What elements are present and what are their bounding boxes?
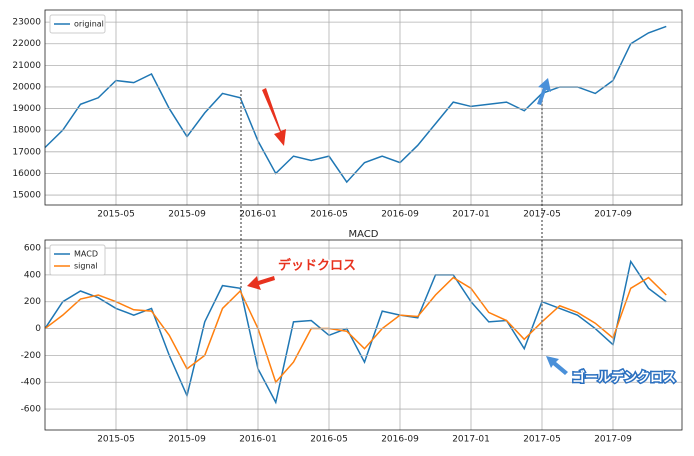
axes-frame — [44, 239, 683, 431]
x-tick-label: 2017-05 — [523, 210, 561, 220]
arrow — [262, 88, 286, 146]
y-tick-label: 23000 — [12, 18, 41, 28]
y-tick-label: -600 — [21, 405, 42, 415]
y-tick-label: 400 — [24, 270, 41, 280]
annotation: デッドクロス — [278, 258, 356, 274]
x-tick-label: 2015-05 — [97, 210, 135, 220]
x-tick-label: 2017-01 — [452, 210, 490, 220]
legend-label: MACD — [74, 250, 98, 259]
x-tick-label: 2017-01 — [452, 435, 490, 445]
y-tick-label: 22000 — [12, 39, 41, 49]
y-tick-label: 15000 — [12, 191, 41, 201]
x-tick-label: 2016-09 — [381, 210, 419, 220]
x-tick-label: 2015-05 — [97, 435, 135, 445]
y-tick-label: 17000 — [12, 147, 41, 157]
x-tick-label: 2017-09 — [594, 210, 632, 220]
series-line — [44, 276, 667, 384]
y-tick-label: 0 — [35, 324, 41, 334]
series-line — [44, 25, 667, 184]
legend-box — [49, 14, 106, 34]
x-tick-label: 2016-01 — [239, 435, 277, 445]
y-tick-label: 200 — [24, 297, 41, 307]
annotation: ゴールデンクロス — [572, 370, 676, 386]
x-tick-label: 2017-09 — [594, 435, 632, 445]
x-tick-label: 2015-09 — [168, 435, 206, 445]
x-tick-label: 2016-05 — [310, 210, 348, 220]
y-tick-label: 20000 — [12, 82, 41, 92]
x-tick-label: 2016-05 — [310, 435, 348, 445]
x-tick-label: 2017-05 — [523, 435, 561, 445]
y-tick-label: -400 — [21, 378, 42, 388]
y-tick-label: 19000 — [12, 104, 41, 114]
y-tick-label: 18000 — [12, 126, 41, 136]
legend-label: original — [74, 20, 104, 29]
x-tick-label: 2015-09 — [168, 210, 206, 220]
y-tick-label: -200 — [21, 351, 42, 361]
legend-label: signal — [74, 262, 98, 271]
arrow — [546, 356, 568, 375]
arrow — [537, 78, 551, 105]
y-tick-label: 21000 — [12, 61, 41, 71]
arrow — [247, 276, 275, 290]
series-line — [44, 259, 667, 405]
y-tick-label: 16000 — [12, 169, 41, 179]
legend-box — [49, 244, 106, 276]
axes-frame — [44, 9, 683, 206]
y-tick-label: 600 — [24, 244, 41, 254]
x-tick-label: 2016-09 — [381, 435, 419, 445]
x-tick-label: 2016-01 — [239, 210, 277, 220]
chart-title: MACD — [349, 229, 379, 240]
